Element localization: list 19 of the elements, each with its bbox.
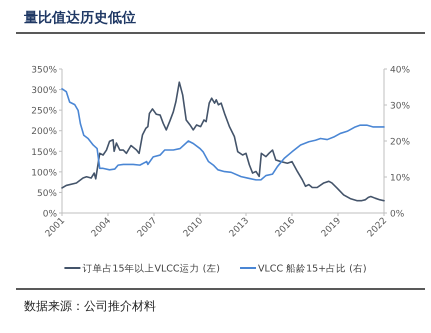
y-tick-label: 200%: [31, 127, 58, 138]
y-tick-label: 100%: [31, 168, 58, 178]
y-tick-label: 150%: [31, 148, 58, 158]
y-tick-label: 300%: [31, 86, 58, 96]
line-series: [61, 81, 385, 202]
legend-label: VLCC 船龄15+占比 (右): [258, 262, 367, 274]
y2-tick-label: 0%: [390, 210, 405, 220]
y2-tick-label: 20%: [390, 138, 410, 148]
y2-tick-label: 10%: [390, 174, 410, 184]
y-tick-label: 50%: [36, 188, 58, 199]
y-tick-label: 0%: [42, 210, 58, 220]
y2-tick-label: 40%: [390, 66, 410, 76]
legend-label: 订单占15年以上VLCC运力 (左): [82, 262, 220, 274]
y-tick-label: 250%: [31, 106, 58, 117]
source-note: 数据来源：公司推介材料: [24, 299, 156, 313]
y-tick-label: 350%: [31, 66, 58, 76]
chart-title: 量比值达历史低位: [23, 10, 136, 26]
y2-tick-label: 30%: [390, 102, 410, 112]
line-series: [61, 88, 385, 181]
